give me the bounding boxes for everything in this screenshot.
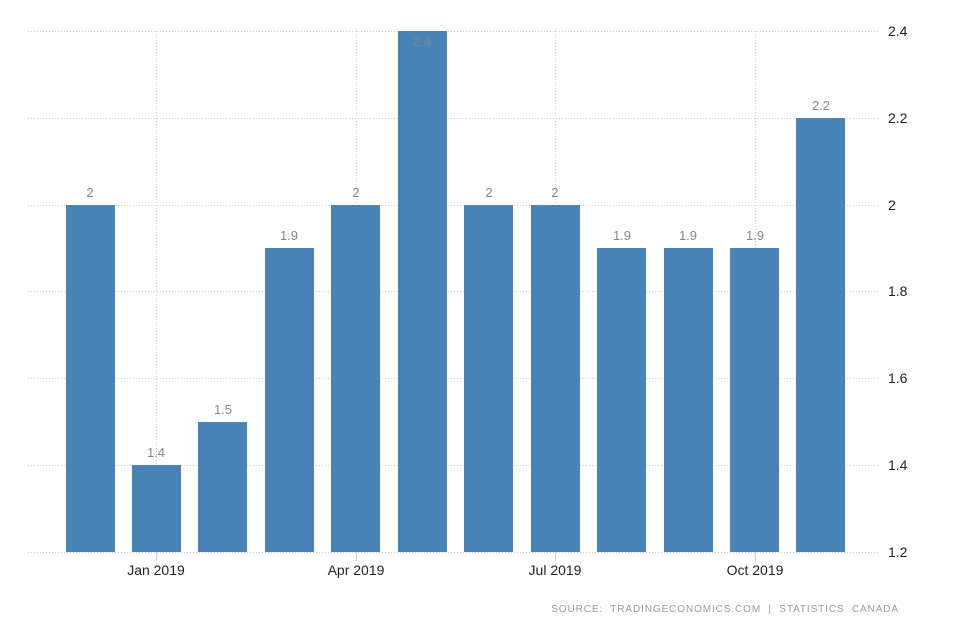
bar[interactable]	[66, 205, 115, 552]
y-axis-label: 1.4	[888, 457, 908, 473]
y-axis-label: 2	[888, 197, 896, 213]
bar-value-label: 2	[551, 185, 559, 200]
y-axis-label: 1.8	[888, 283, 908, 299]
x-axis-label: Apr 2019	[327, 562, 385, 578]
x-axis-label: Oct 2019	[726, 562, 784, 578]
bar[interactable]	[796, 118, 845, 552]
bar[interactable]	[597, 248, 646, 552]
bar[interactable]	[531, 205, 580, 552]
bar[interactable]	[464, 205, 513, 552]
bar[interactable]	[198, 422, 247, 552]
x-axis-label: Jul 2019	[528, 562, 582, 578]
gridline-vertical	[156, 31, 157, 552]
gridline-horizontal	[28, 31, 880, 32]
source-attribution: SOURCE: TRADINGECONOMICS.COM | STATISTIC…	[551, 604, 899, 615]
y-axis-label: 2.4	[888, 23, 908, 39]
bar[interactable]	[664, 248, 713, 552]
gridline-horizontal	[28, 552, 880, 553]
bar-value-label: 1.9	[678, 228, 698, 243]
bar-value-label: 2	[485, 185, 493, 200]
gridline-horizontal	[28, 378, 880, 379]
y-axis-label: 1.2	[888, 544, 908, 560]
bar-value-label: 1.9	[279, 228, 299, 243]
y-axis-label: 1.6	[888, 370, 908, 386]
bar[interactable]	[331, 205, 380, 552]
x-axis-label: Jan 2019	[127, 562, 185, 578]
gridline-horizontal	[28, 118, 880, 119]
bar-value-label: 1.5	[213, 402, 233, 417]
bar[interactable]	[265, 248, 314, 552]
gridline-horizontal	[28, 291, 880, 292]
bar-value-label: 2	[86, 185, 94, 200]
y-axis-label: 2.2	[888, 110, 908, 126]
bar[interactable]	[730, 248, 779, 552]
bar-value-label: 2	[352, 185, 360, 200]
x-tick-mark	[755, 552, 756, 561]
x-tick-mark	[555, 552, 556, 561]
gridline-horizontal	[28, 205, 880, 206]
bar[interactable]	[132, 465, 181, 552]
bar-value-label: 1.9	[745, 228, 765, 243]
bar[interactable]	[398, 31, 447, 552]
bar-value-label: 1.9	[612, 228, 632, 243]
plot-area: 2 1.4 1.5 1.9 2 2.4 2 2 1.9 1.9 1.9 2.2	[28, 31, 880, 553]
bar-value-label: 2.2	[811, 98, 831, 113]
bar-value-label: 1.4	[146, 445, 166, 460]
x-tick-mark	[156, 552, 157, 561]
x-tick-mark	[356, 552, 357, 561]
bar-value-label: 2.4	[412, 34, 432, 49]
gridline-horizontal	[28, 465, 880, 466]
